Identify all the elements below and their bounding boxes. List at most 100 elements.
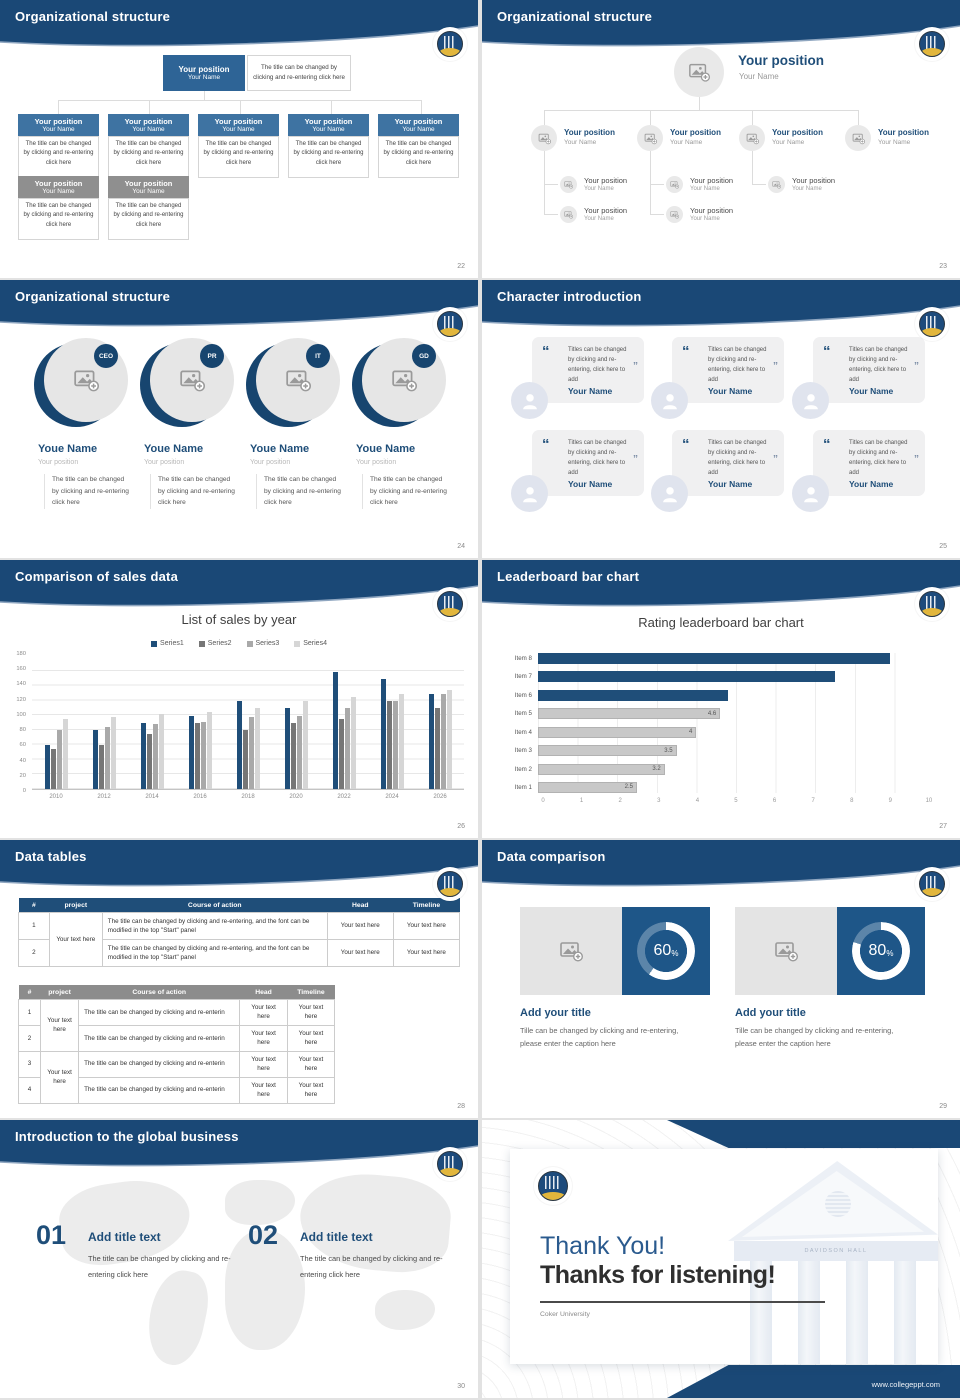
bar (50, 748, 56, 789)
website-url: www.collegeppt.com (871, 1380, 940, 1389)
connector-line (240, 100, 241, 114)
chart-title: Rating leaderboard bar chart (638, 615, 804, 630)
item-heading: Add title text (88, 1230, 161, 1244)
quote-card[interactable]: “Titles can be changed by clicking and r… (792, 430, 925, 512)
quote-card[interactable]: “ Titles can be changed by clicking and … (511, 337, 644, 419)
item-number: 01 (36, 1220, 67, 1250)
bar (110, 717, 116, 789)
card-heading: Add your title (520, 1007, 591, 1019)
person-card[interactable]: PR Youe Name Your position The title can… (140, 338, 240, 518)
legend-item: Series1 (151, 640, 184, 647)
header-swoosh (482, 0, 960, 47)
table-row: 1 Your text here The title can be change… (18, 912, 461, 967)
slide-22-org-structure[interactable]: Organizational structure Your position Y… (0, 0, 478, 278)
header-swoosh (0, 280, 478, 327)
university-logo-icon (433, 587, 467, 621)
slide-title: Data tables (15, 849, 87, 864)
image-placeholder[interactable] (520, 907, 622, 995)
org-root-box[interactable]: Your position Your Name (163, 55, 245, 91)
role-badge: CEO (94, 344, 118, 368)
org-unit[interactable]: Your position Your Name The title can be c… (18, 114, 99, 178)
org-unit[interactable]: Your position Your Name The title can be c… (108, 114, 189, 178)
card-heading: Add your title (735, 1007, 806, 1019)
donut-percent: 80 (868, 942, 887, 959)
col-header: Course of action (102, 898, 328, 913)
university-logo-icon (433, 27, 467, 61)
bar (296, 715, 302, 789)
slide-24-org-structure[interactable]: Organizational structure CEO Youe Name Y… (0, 280, 478, 558)
slide-title: Data comparison (497, 849, 606, 864)
bar (380, 679, 386, 789)
col-header: # (18, 898, 50, 913)
root-position: Your position (178, 65, 230, 74)
bar (152, 724, 158, 789)
navy-corner-shape (667, 1120, 960, 1148)
card-caption: Tille can be changed by clicking and re-… (520, 1026, 679, 1049)
table-gray[interactable]: # project Course of action Head Timeline 1… (17, 985, 336, 1104)
bar (44, 745, 50, 789)
quote-card[interactable]: “Titles can be changed by clicking and r… (792, 337, 925, 419)
person-card[interactable]: GD Youe Name Your position The title can… (352, 338, 452, 518)
org-unit[interactable]: Your position Your Name The title can be c… (198, 114, 279, 178)
person-desc: The title can be changed by clicking and… (44, 474, 130, 509)
slide-25-character-introduction[interactable]: Character introduction “ Titles can be c… (482, 280, 960, 558)
quote-card[interactable]: “Titles can be changed by clicking and r… (651, 430, 784, 512)
image-placeholder[interactable] (735, 907, 837, 995)
bar: 2.5 (538, 781, 637, 793)
bar-row: 3.5 (538, 745, 934, 757)
university-logo-icon (915, 587, 949, 621)
org-unit[interactable]: Your position Your Name The title can be c… (18, 176, 99, 240)
donut-panel: 60% (622, 907, 710, 995)
page-number: 26 (457, 823, 465, 830)
root-name: Your Name (187, 74, 221, 81)
slide-30-global-business[interactable]: Introduction to the global business 01 A… (0, 1120, 478, 1398)
quote-card[interactable]: “Titles can be changed by clicking and r… (511, 430, 644, 512)
bar (194, 723, 200, 789)
quote-card[interactable]: “Titles can be changed by clicking and r… (651, 337, 784, 419)
page-number: 27 (939, 823, 947, 830)
slide-28-data-tables[interactable]: Data tables # project Course of action H… (0, 840, 478, 1118)
hbar-chart-plot: 4.6 4 3.5 3.2 2.5 (538, 653, 934, 793)
bar (538, 689, 729, 701)
header-swoosh (0, 0, 478, 47)
bar-group (320, 657, 368, 789)
bar (242, 730, 248, 789)
university-logo-icon (915, 27, 949, 61)
bar (446, 690, 452, 789)
bar (386, 701, 392, 789)
comparison-card[interactable]: 60% (520, 907, 710, 995)
page-number: 30 (457, 1383, 465, 1390)
category-labels: Item 8 Item 7 Item 6 Item 5 Item 4 Item 3 Item… (514, 655, 532, 791)
person-card[interactable]: IT Youe Name Your position The title can… (246, 338, 346, 518)
page-number: 22 (457, 263, 465, 270)
building-name: DAVIDSON HALL (804, 1248, 868, 1254)
org-root-desc[interactable]: The title can be changed by clicking and… (247, 55, 351, 91)
bar: 4 (538, 726, 697, 738)
photo-placeholder[interactable] (674, 47, 724, 97)
bar (200, 721, 206, 789)
slide-thank-you[interactable]: DAVIDSON HALL Thank You! Thanks for list… (482, 1120, 960, 1398)
person-name: Youe Name (38, 443, 98, 455)
connector-line (149, 100, 150, 114)
image-placeholder-icon (559, 939, 583, 963)
org-unit[interactable]: Your position Your Name The title can be c… (288, 114, 369, 178)
bar (350, 697, 356, 789)
slide-27-leaderboard[interactable]: Leaderboard bar chart Rating leaderboard… (482, 560, 960, 838)
org-unit[interactable]: Your position Your Name The title can be c… (378, 114, 459, 178)
person-card[interactable]: CEO Youe Name Your position The title ca… (34, 338, 134, 518)
bar (206, 712, 212, 789)
slide-title: Organizational structure (15, 9, 171, 24)
legend-item: Series3 (246, 640, 279, 647)
open-quote-icon: “ (542, 343, 549, 360)
slide-29-data-comparison[interactable]: Data comparison 60% Add your title Tille… (482, 840, 960, 1118)
slide-26-sales-chart[interactable]: Comparison of sales data List of sales b… (0, 560, 478, 838)
org-unit[interactable]: Your position Your Name The title can be c… (108, 176, 189, 240)
bar-group (224, 657, 272, 789)
bar-group (128, 657, 176, 789)
slide-title: Introduction to the global business (15, 1129, 239, 1144)
table-blue[interactable]: # project Course of action Head Timeline… (18, 898, 461, 967)
person-avatar (651, 475, 688, 512)
slide-23-org-structure[interactable]: Organizational structure Your position Y… (482, 0, 960, 278)
comparison-card[interactable]: 80% (735, 907, 925, 995)
bar (248, 717, 254, 789)
